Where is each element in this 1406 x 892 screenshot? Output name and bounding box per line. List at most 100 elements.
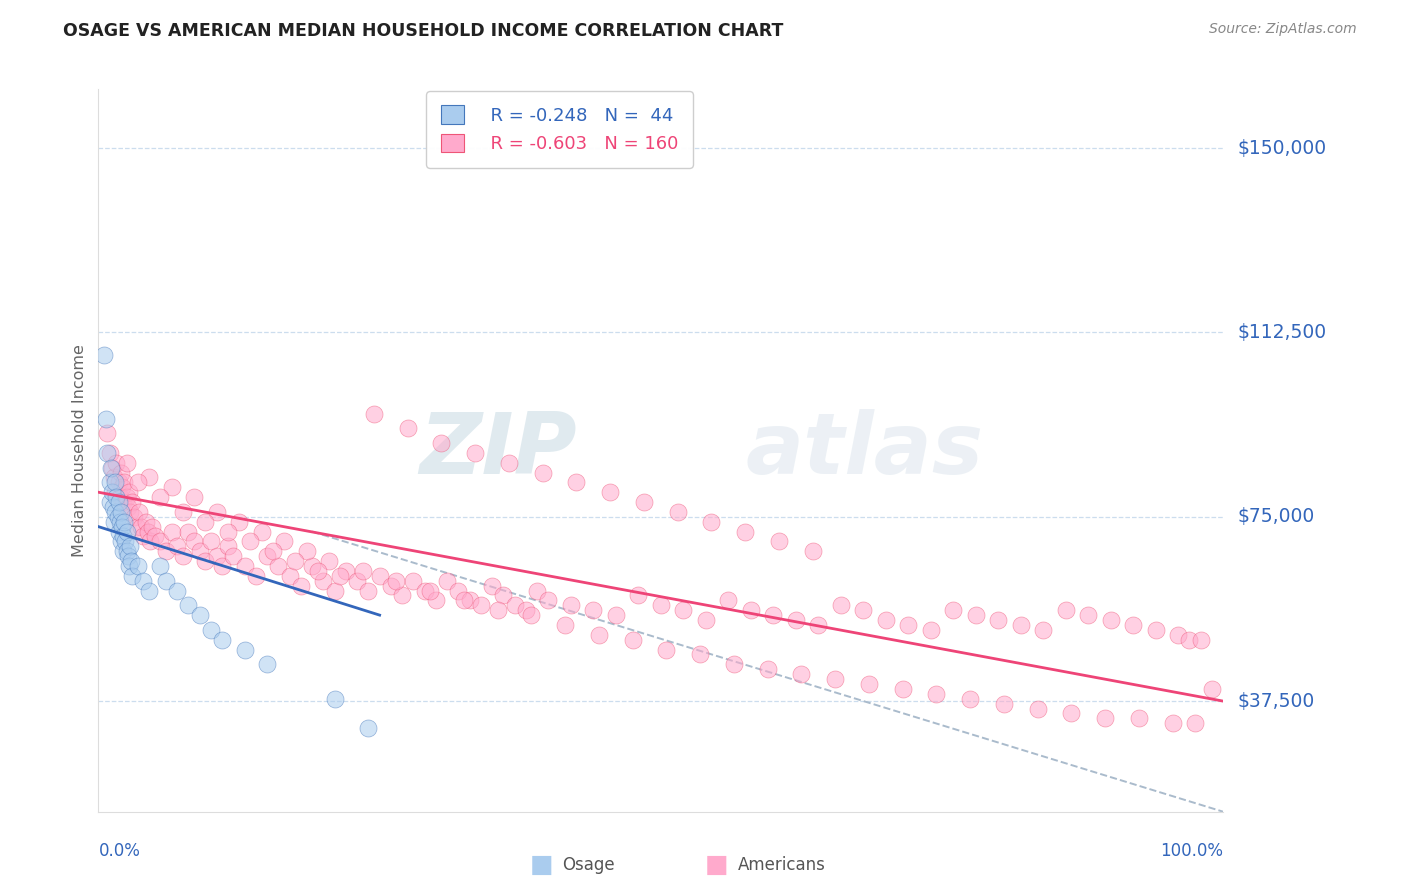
Point — [1122, 618, 1144, 632]
Point — [111, 519, 134, 533]
Point — [222, 549, 245, 563]
Point — [582, 603, 605, 617]
Point — [183, 490, 205, 504]
Point — [172, 549, 194, 563]
Point — [993, 697, 1015, 711]
Point — [520, 608, 543, 623]
Text: 100.0%: 100.0% — [1160, 842, 1223, 860]
Text: Source: ZipAtlas.com: Source: ZipAtlas.com — [1209, 22, 1357, 37]
Point — [233, 558, 256, 573]
Point — [290, 579, 312, 593]
Point — [104, 475, 127, 490]
Point — [307, 564, 329, 578]
Point — [891, 681, 914, 696]
Point — [111, 480, 134, 494]
Point — [228, 515, 250, 529]
Text: atlas: atlas — [745, 409, 983, 492]
Point — [402, 574, 425, 588]
Point — [103, 470, 125, 484]
Point — [200, 623, 222, 637]
Point — [155, 574, 177, 588]
Point — [768, 534, 790, 549]
Text: $150,000: $150,000 — [1237, 138, 1326, 158]
Point — [672, 603, 695, 617]
Point — [1184, 716, 1206, 731]
Point — [112, 529, 135, 543]
Point — [101, 500, 124, 514]
Point — [323, 691, 346, 706]
Point — [98, 446, 121, 460]
Point — [256, 657, 278, 672]
Point — [700, 515, 723, 529]
Point — [177, 599, 200, 613]
Point — [149, 490, 172, 504]
Text: $75,000: $75,000 — [1237, 508, 1315, 526]
Point — [666, 505, 689, 519]
Point — [93, 348, 115, 362]
Point — [98, 475, 121, 490]
Point — [430, 436, 453, 450]
Point — [1161, 716, 1184, 731]
Point — [554, 618, 576, 632]
Point — [1167, 628, 1189, 642]
Point — [149, 534, 172, 549]
Point — [110, 466, 132, 480]
Point — [239, 534, 262, 549]
Text: OSAGE VS AMERICAN MEDIAN HOUSEHOLD INCOME CORRELATION CHART: OSAGE VS AMERICAN MEDIAN HOUSEHOLD INCOM… — [63, 22, 783, 40]
Point — [357, 583, 380, 598]
Point — [118, 539, 141, 553]
Point — [98, 495, 121, 509]
Point — [267, 558, 290, 573]
Point — [740, 603, 762, 617]
Point — [149, 558, 172, 573]
Point — [205, 549, 228, 563]
Point — [453, 593, 475, 607]
Point — [115, 524, 138, 539]
Point — [117, 549, 139, 563]
Point — [1178, 632, 1201, 647]
Point — [205, 505, 228, 519]
Point — [211, 558, 233, 573]
Point — [655, 642, 678, 657]
Point — [166, 583, 188, 598]
Point — [155, 544, 177, 558]
Point — [127, 475, 149, 490]
Point — [96, 426, 118, 441]
Point — [458, 593, 481, 607]
Point — [166, 539, 188, 553]
Text: Americans: Americans — [738, 856, 827, 874]
Point — [1094, 711, 1116, 725]
Point — [295, 544, 318, 558]
Point — [183, 534, 205, 549]
Point — [329, 569, 352, 583]
Point — [396, 421, 419, 435]
Point — [124, 509, 146, 524]
Point — [112, 544, 135, 558]
Y-axis label: Median Household Income: Median Household Income — [72, 344, 87, 557]
Point — [273, 534, 295, 549]
Legend:   R = -0.248   N =  44,   R = -0.603   N = 160: R = -0.248 N = 44, R = -0.603 N = 160 — [426, 91, 693, 168]
Point — [526, 583, 548, 598]
Point — [143, 529, 166, 543]
Point — [436, 574, 458, 588]
Point — [107, 495, 129, 509]
Point — [105, 456, 128, 470]
Point — [256, 549, 278, 563]
Point — [621, 632, 644, 647]
Point — [1099, 613, 1122, 627]
Point — [385, 574, 408, 588]
Point — [486, 603, 509, 617]
Point — [115, 456, 138, 470]
Text: Osage: Osage — [562, 856, 614, 874]
Point — [1026, 701, 1049, 715]
Point — [125, 519, 148, 533]
Point — [120, 554, 142, 568]
Point — [830, 599, 852, 613]
Point — [141, 519, 163, 533]
Point — [650, 599, 672, 613]
Point — [284, 554, 307, 568]
Point — [108, 515, 131, 529]
Point — [245, 569, 267, 583]
Point — [419, 583, 441, 598]
Point — [132, 574, 155, 588]
